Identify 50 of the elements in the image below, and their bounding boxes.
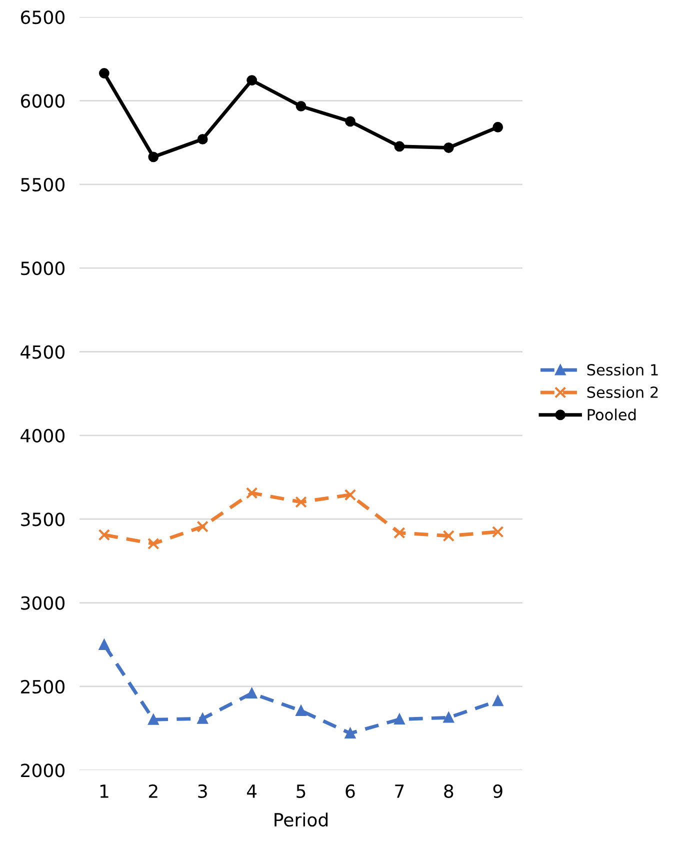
x-tick-label: 4 [246,784,257,798]
y-tick-label: 2000 [21,764,64,778]
y-tick-label: 5500 [21,178,64,192]
x-tick-label: 7 [395,784,404,798]
point [148,152,159,162]
point [394,526,406,539]
point [394,714,405,724]
x-tick-label: 9 [493,784,502,798]
point [295,496,307,508]
x-tick-label: 2 [148,784,158,798]
point [98,640,110,650]
point [197,713,208,724]
legend-label: Session 1 [587,364,658,376]
point [148,714,159,725]
y-tick-label: 4000 [20,428,64,443]
point [246,688,258,699]
point [197,134,208,144]
point [98,68,110,78]
x-tick-label: 5 [296,784,306,798]
x-tick-label: 8 [444,784,454,798]
point [492,526,504,538]
point [492,696,504,706]
point [345,728,356,739]
point [196,520,209,533]
point [443,142,454,153]
legend-label: Pooled [588,408,636,420]
point [443,712,454,723]
x-axis-title: Period [274,812,328,827]
point [296,706,306,716]
point [345,116,356,127]
point [344,488,356,501]
point [492,122,504,132]
point [147,538,160,550]
y-tick-label: 3500 [21,512,64,526]
x-tick-label: 1 [100,784,108,798]
point [246,487,258,499]
x-tick-label: 3 [198,784,207,798]
y-tick-label: 4500 [20,345,64,359]
legend-label: Session 2 [587,386,658,398]
y-tick-label: 2500 [21,680,64,694]
y-tick-label: 5000 [21,262,64,276]
y-tick-label: 3000 [21,596,64,610]
point [98,528,110,541]
y-tick-label: 6000 [21,94,64,108]
point [246,75,258,86]
point [442,530,455,542]
point [296,101,306,112]
y-tick-label: 6500 [21,10,64,24]
x-tick-label: 6 [346,784,355,798]
point [394,141,405,152]
